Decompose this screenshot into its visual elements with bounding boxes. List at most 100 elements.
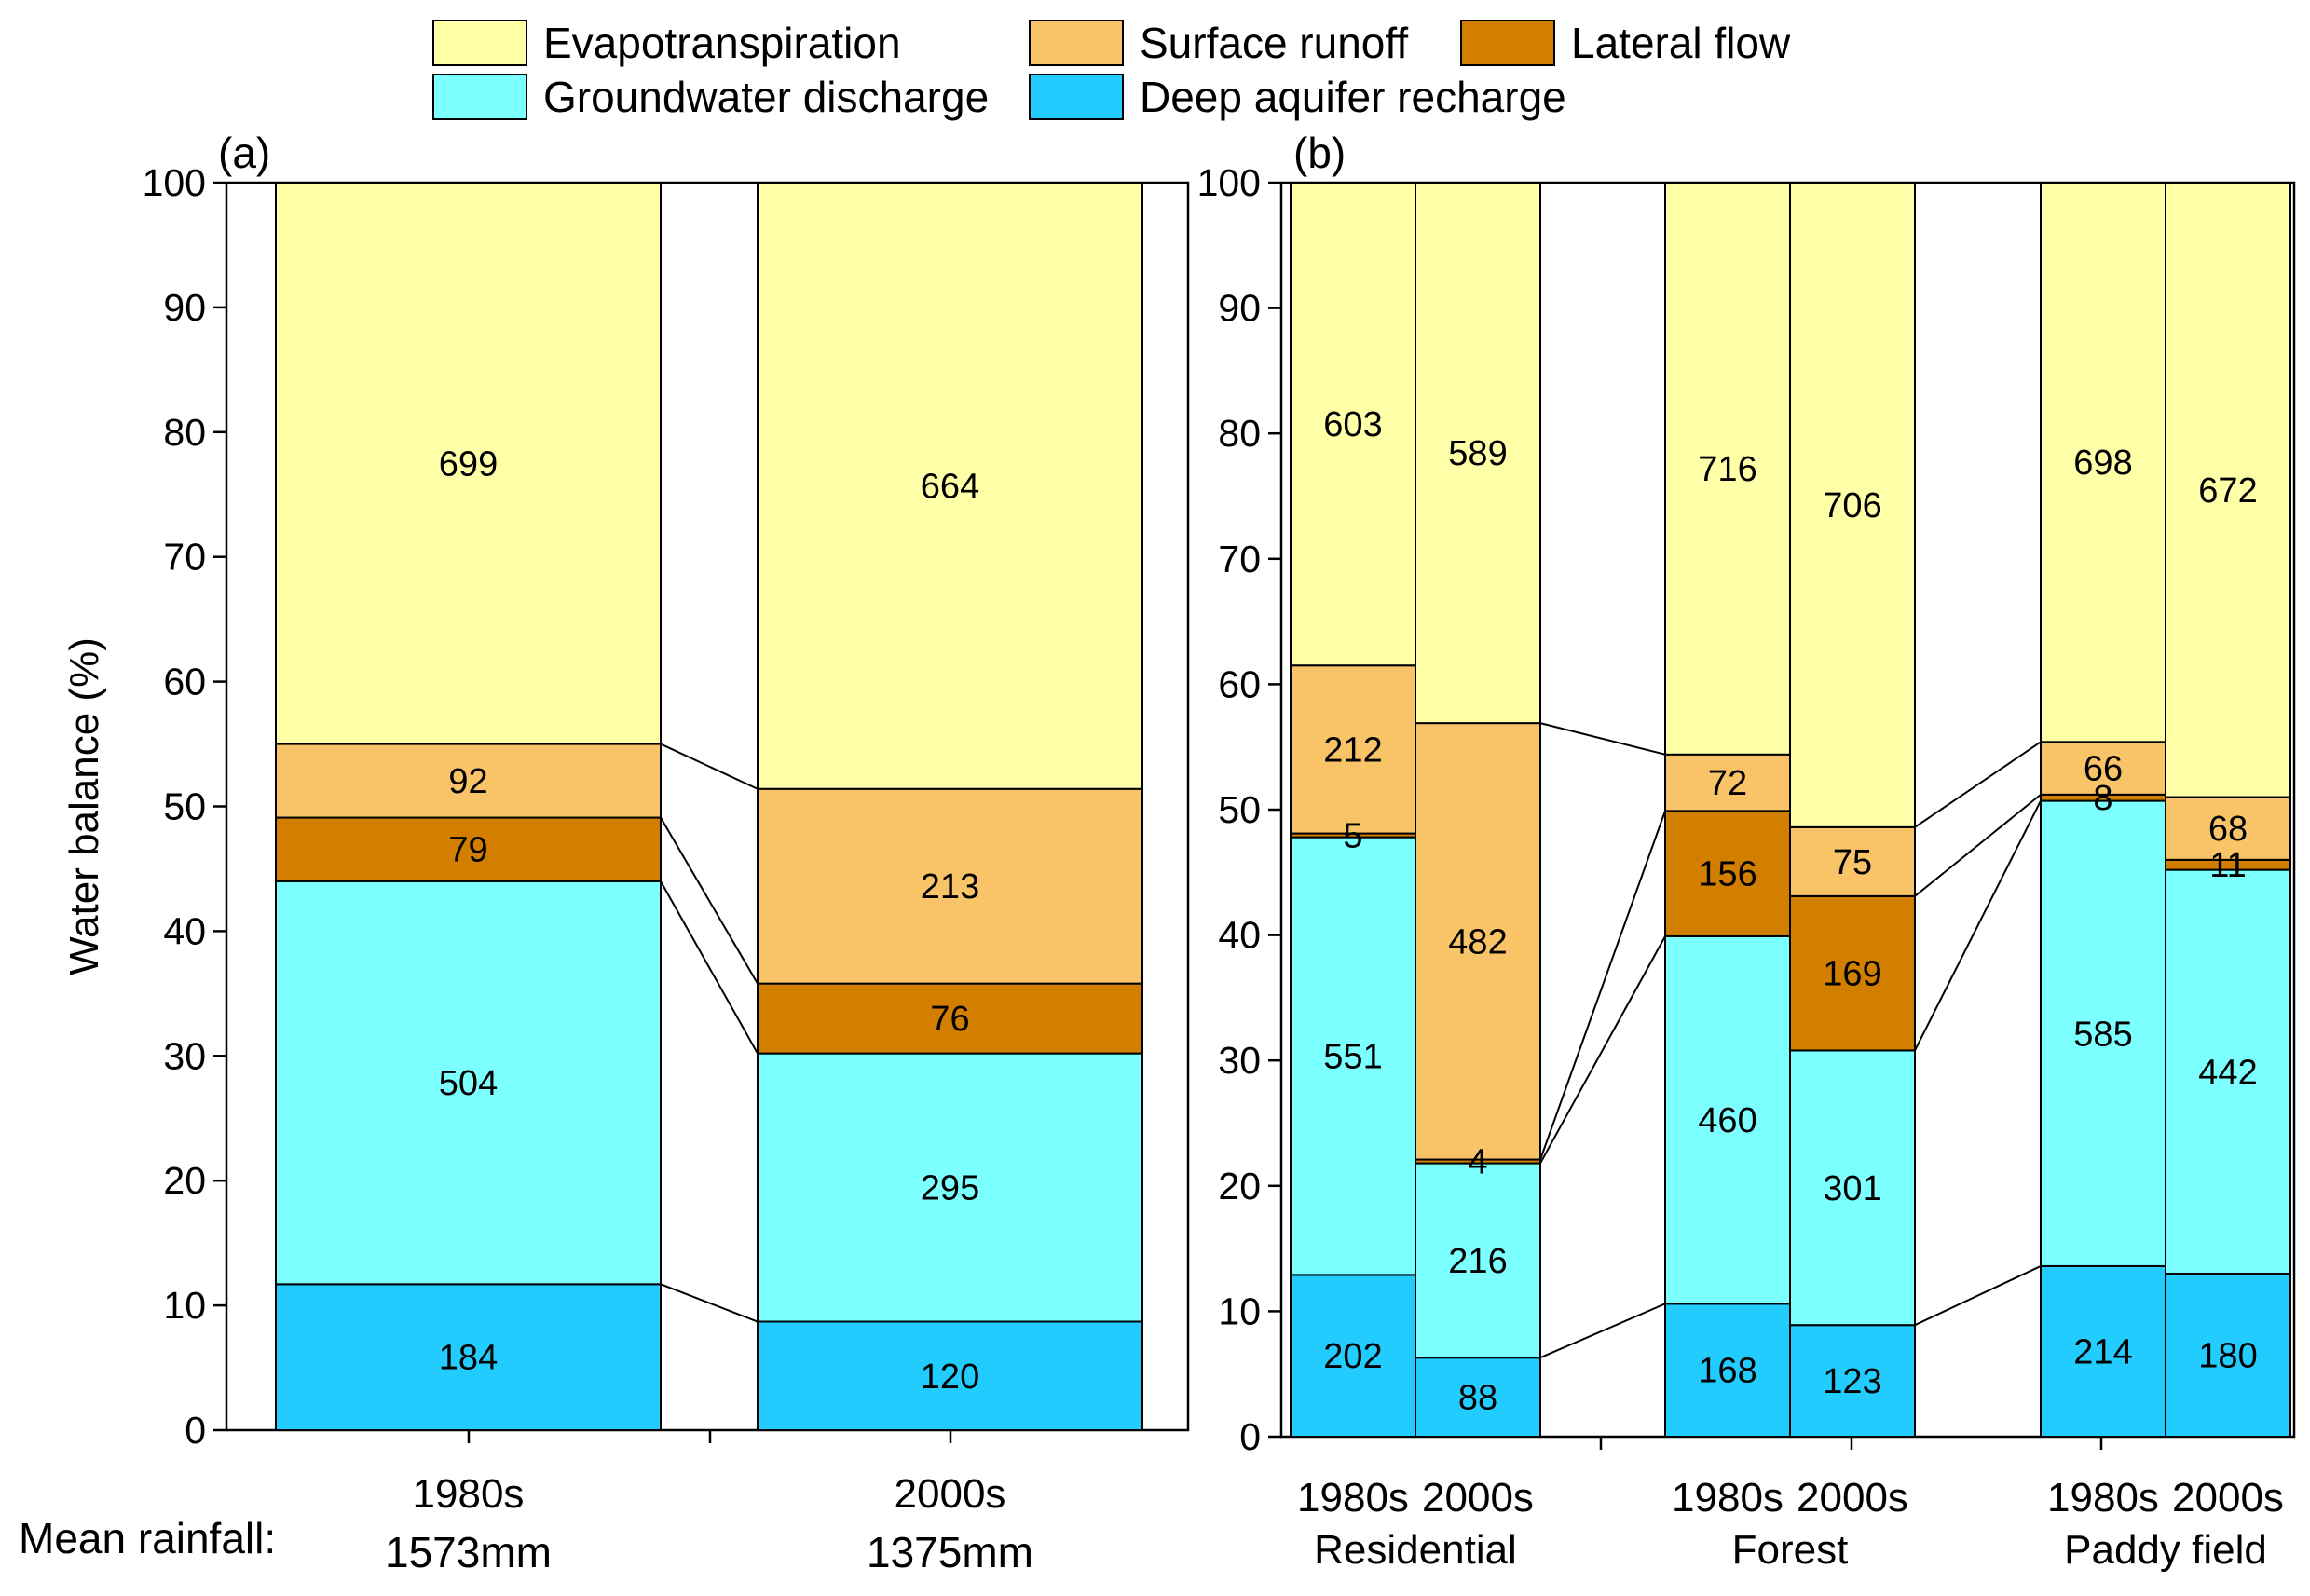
footer: Mean rainfall: bbox=[19, 1514, 276, 1562]
bar-segment-lf-1 bbox=[757, 982, 1143, 1055]
value-label-et-1: 589 bbox=[1448, 434, 1507, 473]
value-label-lf-1: 76 bbox=[930, 1000, 969, 1039]
value-label-dr-1: 88 bbox=[1458, 1379, 1497, 1418]
value-label-lf-0: 5 bbox=[1343, 817, 1362, 856]
bar-segment-et-0 bbox=[1290, 182, 1416, 667]
value-label-lf-1: 4 bbox=[1468, 1143, 1487, 1182]
value-label-sr-4: 66 bbox=[2084, 750, 2123, 789]
y-tick-label: 30 bbox=[163, 1034, 206, 1077]
x-category-label: 1980s bbox=[1672, 1475, 1784, 1521]
bar-segment-dr-2 bbox=[1664, 1303, 1791, 1438]
bar-segment-gw-0 bbox=[275, 880, 662, 1286]
bar-segment-dr-0 bbox=[275, 1283, 662, 1432]
bar-segment-et-2 bbox=[1664, 182, 1791, 756]
panel-label: (a) bbox=[218, 129, 270, 177]
y-tick-label: 10 bbox=[163, 1284, 206, 1327]
x-category-label: 1980s bbox=[1297, 1475, 1409, 1521]
legend-swatch-lf bbox=[1460, 20, 1555, 66]
y-tick-label: 20 bbox=[163, 1159, 206, 1202]
value-label-gw-2: 460 bbox=[1698, 1101, 1756, 1140]
bar-segment-sr-3 bbox=[1789, 825, 1916, 897]
legend: Evapotranspiration Surface runoff Lateral … bbox=[432, 19, 1791, 121]
value-label-gw-5: 442 bbox=[2198, 1053, 2257, 1092]
value-label-dr-2: 168 bbox=[1698, 1352, 1756, 1391]
y-tick-label: 0 bbox=[185, 1409, 206, 1452]
y-tick-label: 60 bbox=[163, 661, 206, 703]
connector-line bbox=[660, 817, 759, 985]
bar-segment-dr-3 bbox=[1789, 1324, 1916, 1439]
legend-label-et: Evapotranspiration bbox=[543, 19, 901, 67]
connector-line bbox=[1914, 800, 2042, 1051]
connector-line bbox=[660, 743, 759, 790]
y-tick-label: 70 bbox=[1218, 538, 1261, 580]
y-tick-label: 100 bbox=[1197, 161, 1261, 204]
y-tick-label: 10 bbox=[1218, 1289, 1261, 1332]
bar-segment-dr-5 bbox=[2165, 1273, 2291, 1439]
value-label-dr-0: 184 bbox=[439, 1339, 498, 1378]
panel-a: (a) 0 10 20 30 40 50 60 70 80 90 100 Water balance (… bbox=[62, 129, 1190, 1576]
group-label: Forest bbox=[1732, 1527, 1849, 1573]
value-label-lf-2: 156 bbox=[1698, 855, 1756, 894]
legend-label-sr: Surface runoff bbox=[1140, 19, 1408, 67]
bar-segment-sr-1 bbox=[1415, 722, 1541, 1161]
bar-segment-et-0 bbox=[275, 182, 662, 745]
y-tick-label: 80 bbox=[163, 411, 206, 454]
connector-line bbox=[1539, 811, 1666, 1160]
value-label-lf-0: 79 bbox=[448, 831, 487, 870]
value-label-gw-3: 301 bbox=[1823, 1169, 1881, 1208]
x-category-label: 2000s bbox=[895, 1471, 1006, 1517]
value-label-dr-1: 120 bbox=[921, 1357, 979, 1397]
rainfall-value: 1573mm bbox=[385, 1528, 552, 1576]
value-label-et-5: 672 bbox=[2198, 471, 2257, 511]
legend-label-lf: Lateral flow bbox=[1571, 19, 1791, 67]
group-label: Paddy field bbox=[2064, 1527, 2267, 1573]
legend-label-gw: Groundwater discharge bbox=[543, 73, 989, 121]
x-category-label: 2000s bbox=[2172, 1475, 2284, 1521]
bar-segment-gw-1 bbox=[757, 1052, 1143, 1323]
value-label-et-4: 698 bbox=[2073, 443, 2132, 483]
y-tick-label: 90 bbox=[163, 286, 206, 329]
value-label-sr-1: 482 bbox=[1448, 922, 1507, 962]
value-label-et-0: 699 bbox=[439, 444, 498, 484]
group-label: Residential bbox=[1314, 1527, 1517, 1573]
bar-segment-lf-2 bbox=[1664, 810, 1791, 937]
panel-b: (b)0102030405060708090100202551521260388… bbox=[1197, 129, 2296, 1573]
y-tick-label: 50 bbox=[163, 785, 206, 828]
bar-segment-et-4 bbox=[2040, 182, 2166, 743]
y-tick-label: 0 bbox=[1239, 1415, 1261, 1458]
connector-line bbox=[1539, 1303, 1666, 1359]
bar-segment-sr-0 bbox=[275, 743, 662, 819]
bar-segment-et-5 bbox=[2165, 182, 2291, 798]
bar-segment-gw-1 bbox=[1415, 1162, 1541, 1359]
value-label-dr-5: 180 bbox=[2198, 1337, 2257, 1376]
connector-line bbox=[660, 880, 759, 1055]
value-label-lf-4: 8 bbox=[2093, 779, 2112, 818]
y-tick-label: 30 bbox=[1218, 1039, 1261, 1082]
value-label-gw-4: 585 bbox=[2073, 1015, 2132, 1054]
bar-segment-gw-4 bbox=[2040, 799, 2166, 1267]
bar-segment-gw-3 bbox=[1789, 1049, 1916, 1327]
bar-segment-sr-1 bbox=[757, 787, 1143, 985]
value-label-et-1: 664 bbox=[921, 467, 979, 506]
x-category-label: 2000s bbox=[1422, 1475, 1534, 1521]
value-label-gw-0: 551 bbox=[1323, 1037, 1382, 1076]
x-category-label: 2000s bbox=[1797, 1475, 1908, 1521]
connector-line bbox=[1539, 722, 1666, 756]
y-tick-label: 100 bbox=[143, 161, 206, 204]
panel-label: (b) bbox=[1293, 129, 1346, 177]
value-label-lf-3: 169 bbox=[1823, 955, 1881, 994]
connector-line bbox=[1539, 935, 1666, 1165]
y-tick-label: 40 bbox=[1218, 914, 1261, 957]
bar-segment-et-3 bbox=[1789, 182, 1916, 828]
value-label-sr-5: 68 bbox=[2208, 810, 2248, 849]
bar-segment-dr-1 bbox=[1415, 1357, 1541, 1439]
bar-segment-gw-5 bbox=[2165, 868, 2291, 1275]
legend-swatch-dr bbox=[1029, 74, 1124, 120]
rainfall-value: 1375mm bbox=[867, 1528, 1033, 1576]
value-label-gw-1: 216 bbox=[1448, 1242, 1507, 1281]
bar-segment-gw-0 bbox=[1290, 836, 1416, 1276]
connector-line bbox=[1914, 741, 2042, 828]
bar-segment-et-1 bbox=[757, 182, 1143, 790]
connector-line bbox=[1914, 794, 2042, 897]
